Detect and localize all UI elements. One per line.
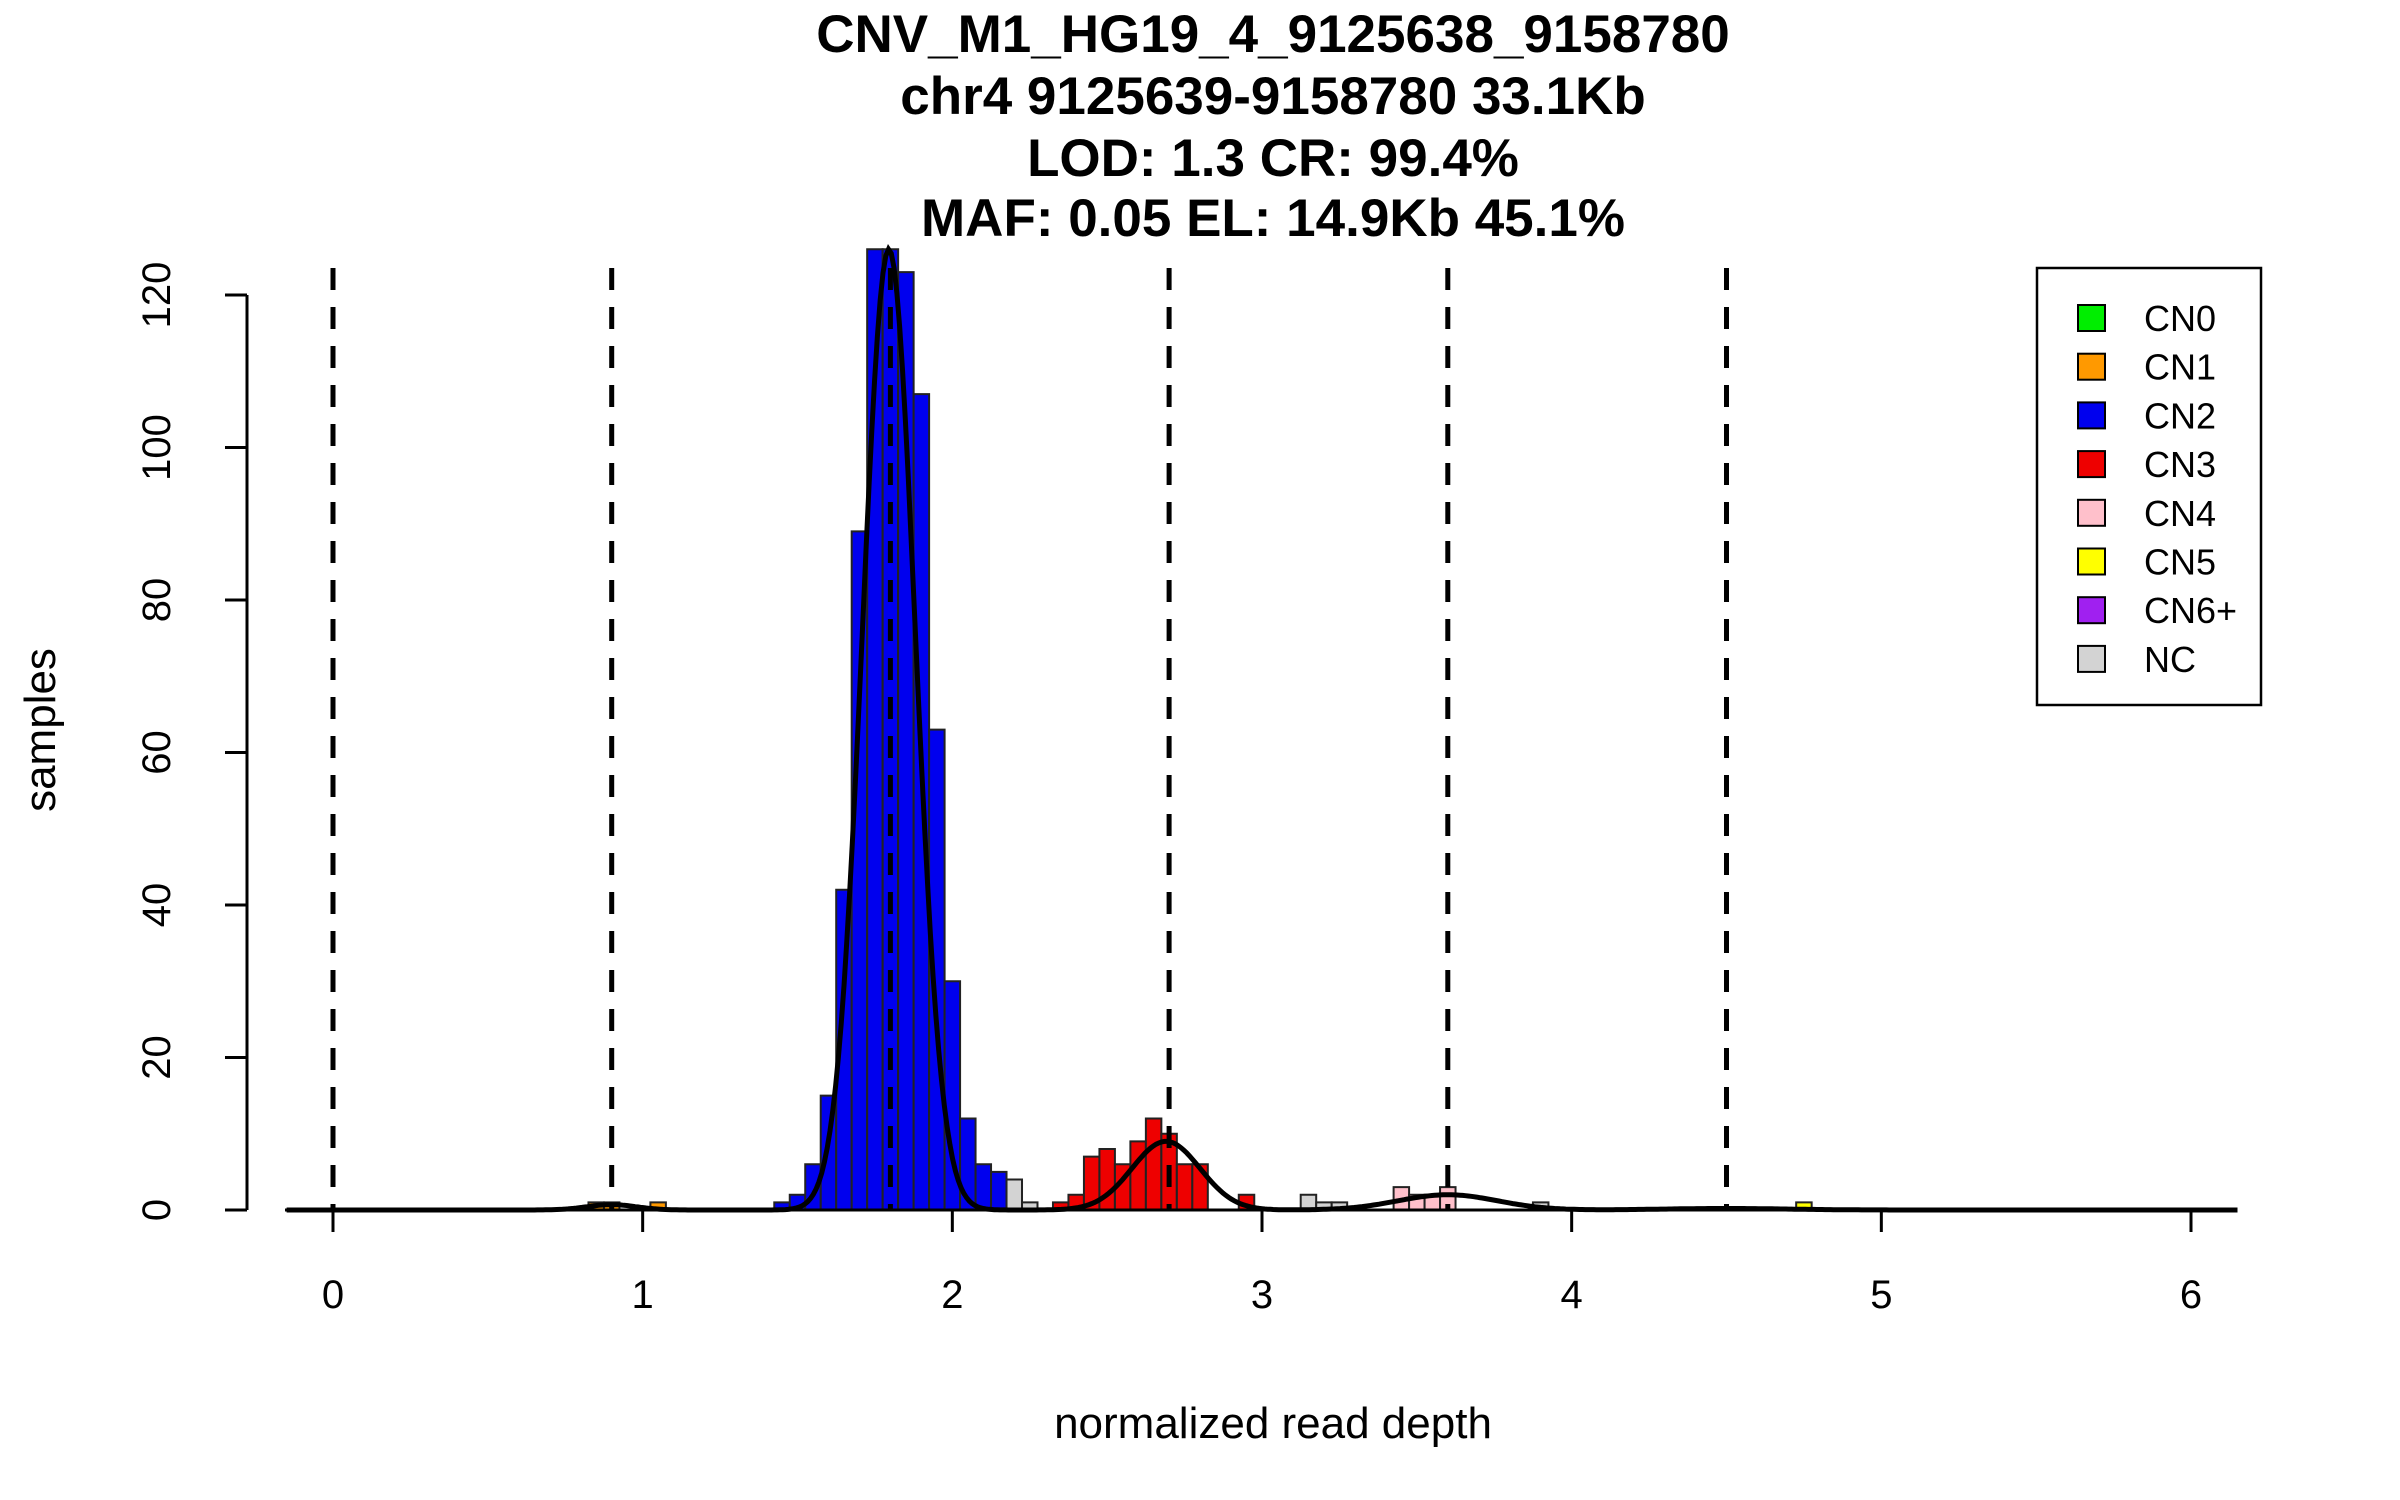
histogram-bar-17 — [990, 1170, 1008, 1211]
x-tick-label-2: 2 — [941, 1273, 963, 1317]
histogram-bar-16 — [974, 1163, 993, 1211]
y-tick-label-0: 0 — [135, 1199, 179, 1221]
y-tick-label-3: 60 — [135, 730, 179, 775]
y-axis-label: samples — [16, 648, 65, 812]
x-tick-label-4: 4 — [1561, 1273, 1583, 1317]
y-tick-label-6: 120 — [135, 262, 179, 329]
title-line-4: MAF: 0.05 EL: 14.9Kb 45.1% — [921, 189, 1625, 248]
y-tick-label-4: 80 — [135, 578, 179, 623]
histogram-bar-8 — [850, 530, 869, 1211]
legend-label-cn3: CN3 — [2144, 444, 2216, 485]
legend-swatch-cn4 — [2077, 498, 2106, 527]
legend-label-cn2: CN2 — [2144, 395, 2216, 436]
chart-title: CNV_M1_HG19_4_9125638_9158780 chr4 91256… — [816, 5, 1730, 248]
y-tick-label-5: 100 — [135, 414, 179, 481]
legend-label-cn6plus: CN6+ — [2144, 590, 2237, 631]
x-tick-label-0: 0 — [322, 1273, 344, 1317]
x-tick-label-3: 3 — [1251, 1273, 1273, 1317]
y-tick-label-2: 40 — [135, 883, 179, 928]
title-line-3: LOD: 1.3 CR: 99.4% — [1027, 129, 1519, 188]
title-line-1: CNV_M1_HG19_4_9125638_9158780 — [816, 5, 1730, 64]
x-tick-label-5: 5 — [1870, 1273, 1892, 1317]
legend-swatch-cn0 — [2077, 304, 2106, 332]
legend-swatch-cn3 — [2077, 450, 2106, 479]
legend-label-cn5: CN5 — [2144, 542, 2216, 583]
legend-swatch-cn1 — [2077, 352, 2106, 381]
legend-swatch-cn2 — [2077, 401, 2106, 430]
legend-label-cn0: CN0 — [2144, 298, 2216, 339]
legend-label-cn4: CN4 — [2144, 493, 2216, 534]
legend-box — [2035, 266, 2263, 707]
y-axis: 0 20 40 60 80 100 120 — [135, 262, 249, 1221]
histogram-bar-26 — [1144, 1117, 1163, 1211]
y-tick-label-1: 20 — [135, 1035, 179, 1080]
title-line-2: chr4 9125639-9158780 33.1Kb — [900, 67, 1646, 126]
x-tick-label-6: 6 — [2180, 1273, 2202, 1317]
legend-label-nc: NC — [2144, 639, 2196, 680]
legend-swatch-nc — [2077, 644, 2106, 673]
copy-number-cutoff-lines — [330, 268, 1729, 1210]
legend-label-cn1: CN1 — [2144, 347, 2216, 388]
x-axis-label: normalized read depth — [1054, 1399, 1492, 1448]
legend-swatch-cn6plus — [2077, 596, 2106, 625]
histogram-bar-18 — [1005, 1178, 1024, 1211]
histogram-bar-28 — [1175, 1163, 1194, 1211]
legend-swatch-cn5 — [2077, 547, 2106, 576]
x-tick-label-1: 1 — [632, 1273, 654, 1317]
x-axis: 0 1 2 3 4 5 6 — [285, 1208, 2232, 1317]
legend: CN0 CN1 CN2 CN3 CN4 CN5 CN6+ NC — [2035, 266, 2263, 707]
